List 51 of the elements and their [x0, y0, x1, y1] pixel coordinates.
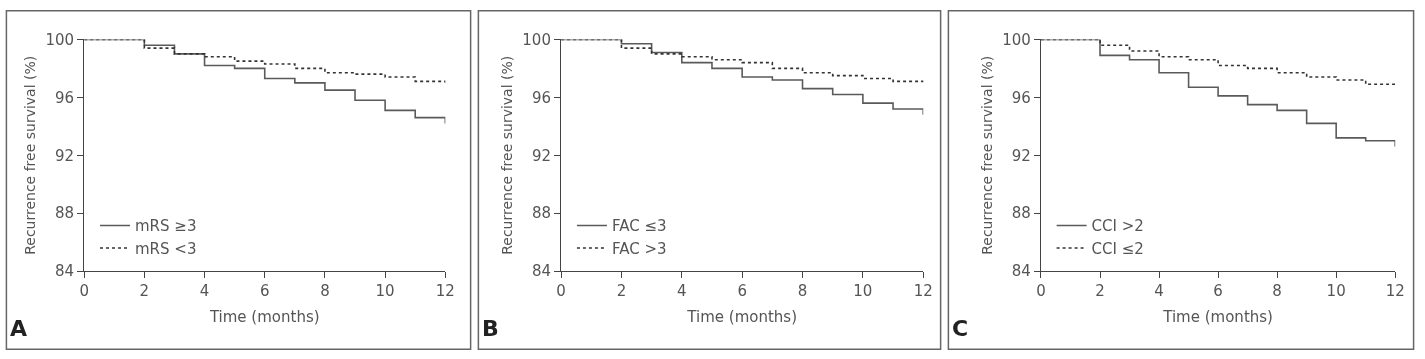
x-tick-label: 2 — [1095, 282, 1105, 301]
text: A — [10, 316, 28, 341]
legend-label: FAC ≤3 — [611, 217, 667, 236]
y-tick-label: 100 — [522, 30, 551, 49]
x-tick-label: 10 — [375, 282, 395, 301]
y-tick-label: 96 — [54, 88, 75, 107]
x-tick-label: 6 — [259, 282, 270, 301]
legend-label: mRS <3 — [134, 239, 197, 258]
x-tick-label: 2 — [139, 282, 150, 301]
y-tick-label: 92 — [531, 146, 551, 165]
x-tick-label: 8 — [797, 282, 808, 301]
x-tick-label: 2 — [616, 282, 627, 301]
y-tick-label: 88 — [1011, 204, 1031, 223]
x-tick-label: 6 — [737, 282, 747, 301]
x-tick-label: 12 — [435, 282, 455, 301]
x-tick-label: 0 — [79, 282, 89, 301]
y-tick-label: 84 — [54, 262, 75, 281]
y-tick-label: 88 — [54, 204, 75, 223]
y-axis-title: Recurrence free survival (%) — [498, 55, 515, 255]
y-tick-label: 84 — [531, 262, 551, 281]
legend-label: CCI ≤2 — [1091, 239, 1144, 258]
x-tick-label: 8 — [320, 282, 330, 301]
y-tick-label: 96 — [531, 88, 551, 107]
x-axis-title: Time (months) — [686, 308, 797, 327]
x-tick-label: 4 — [1154, 282, 1164, 301]
x-tick-label: 0 — [556, 282, 566, 301]
x-tick-label: 4 — [199, 282, 210, 301]
legend-label: mRS ≥3 — [134, 217, 197, 236]
x-tick-label: 4 — [677, 282, 687, 301]
text: C — [952, 316, 969, 341]
x-tick-label: 0 — [1036, 282, 1046, 301]
y-tick-label: 100 — [45, 30, 75, 49]
x-tick-label: 10 — [1326, 282, 1346, 301]
y-tick-label: 92 — [54, 146, 75, 165]
x-tick-label: 6 — [1213, 282, 1223, 301]
x-tick-label: 10 — [853, 282, 873, 301]
y-tick-label: 84 — [1011, 262, 1031, 281]
y-tick-label: 88 — [531, 204, 551, 223]
x-axis-title: Time (months) — [208, 308, 320, 327]
y-tick-label: 92 — [1011, 146, 1031, 165]
y-axis-title: Recurrence free survival (%) — [978, 55, 995, 255]
y-tick-label: 96 — [1011, 88, 1031, 107]
x-tick-label: 12 — [1385, 282, 1405, 301]
x-tick-label: 12 — [913, 282, 933, 301]
text: B — [482, 316, 499, 341]
legend-label: CCI >2 — [1091, 217, 1144, 236]
y-tick-label: 100 — [1002, 30, 1031, 49]
x-axis-title: Time (months) — [1162, 308, 1273, 327]
legend-label: FAC >3 — [611, 239, 667, 258]
y-axis-title: Recurrence free survival (%) — [22, 55, 39, 255]
x-tick-label: 8 — [1272, 282, 1282, 301]
